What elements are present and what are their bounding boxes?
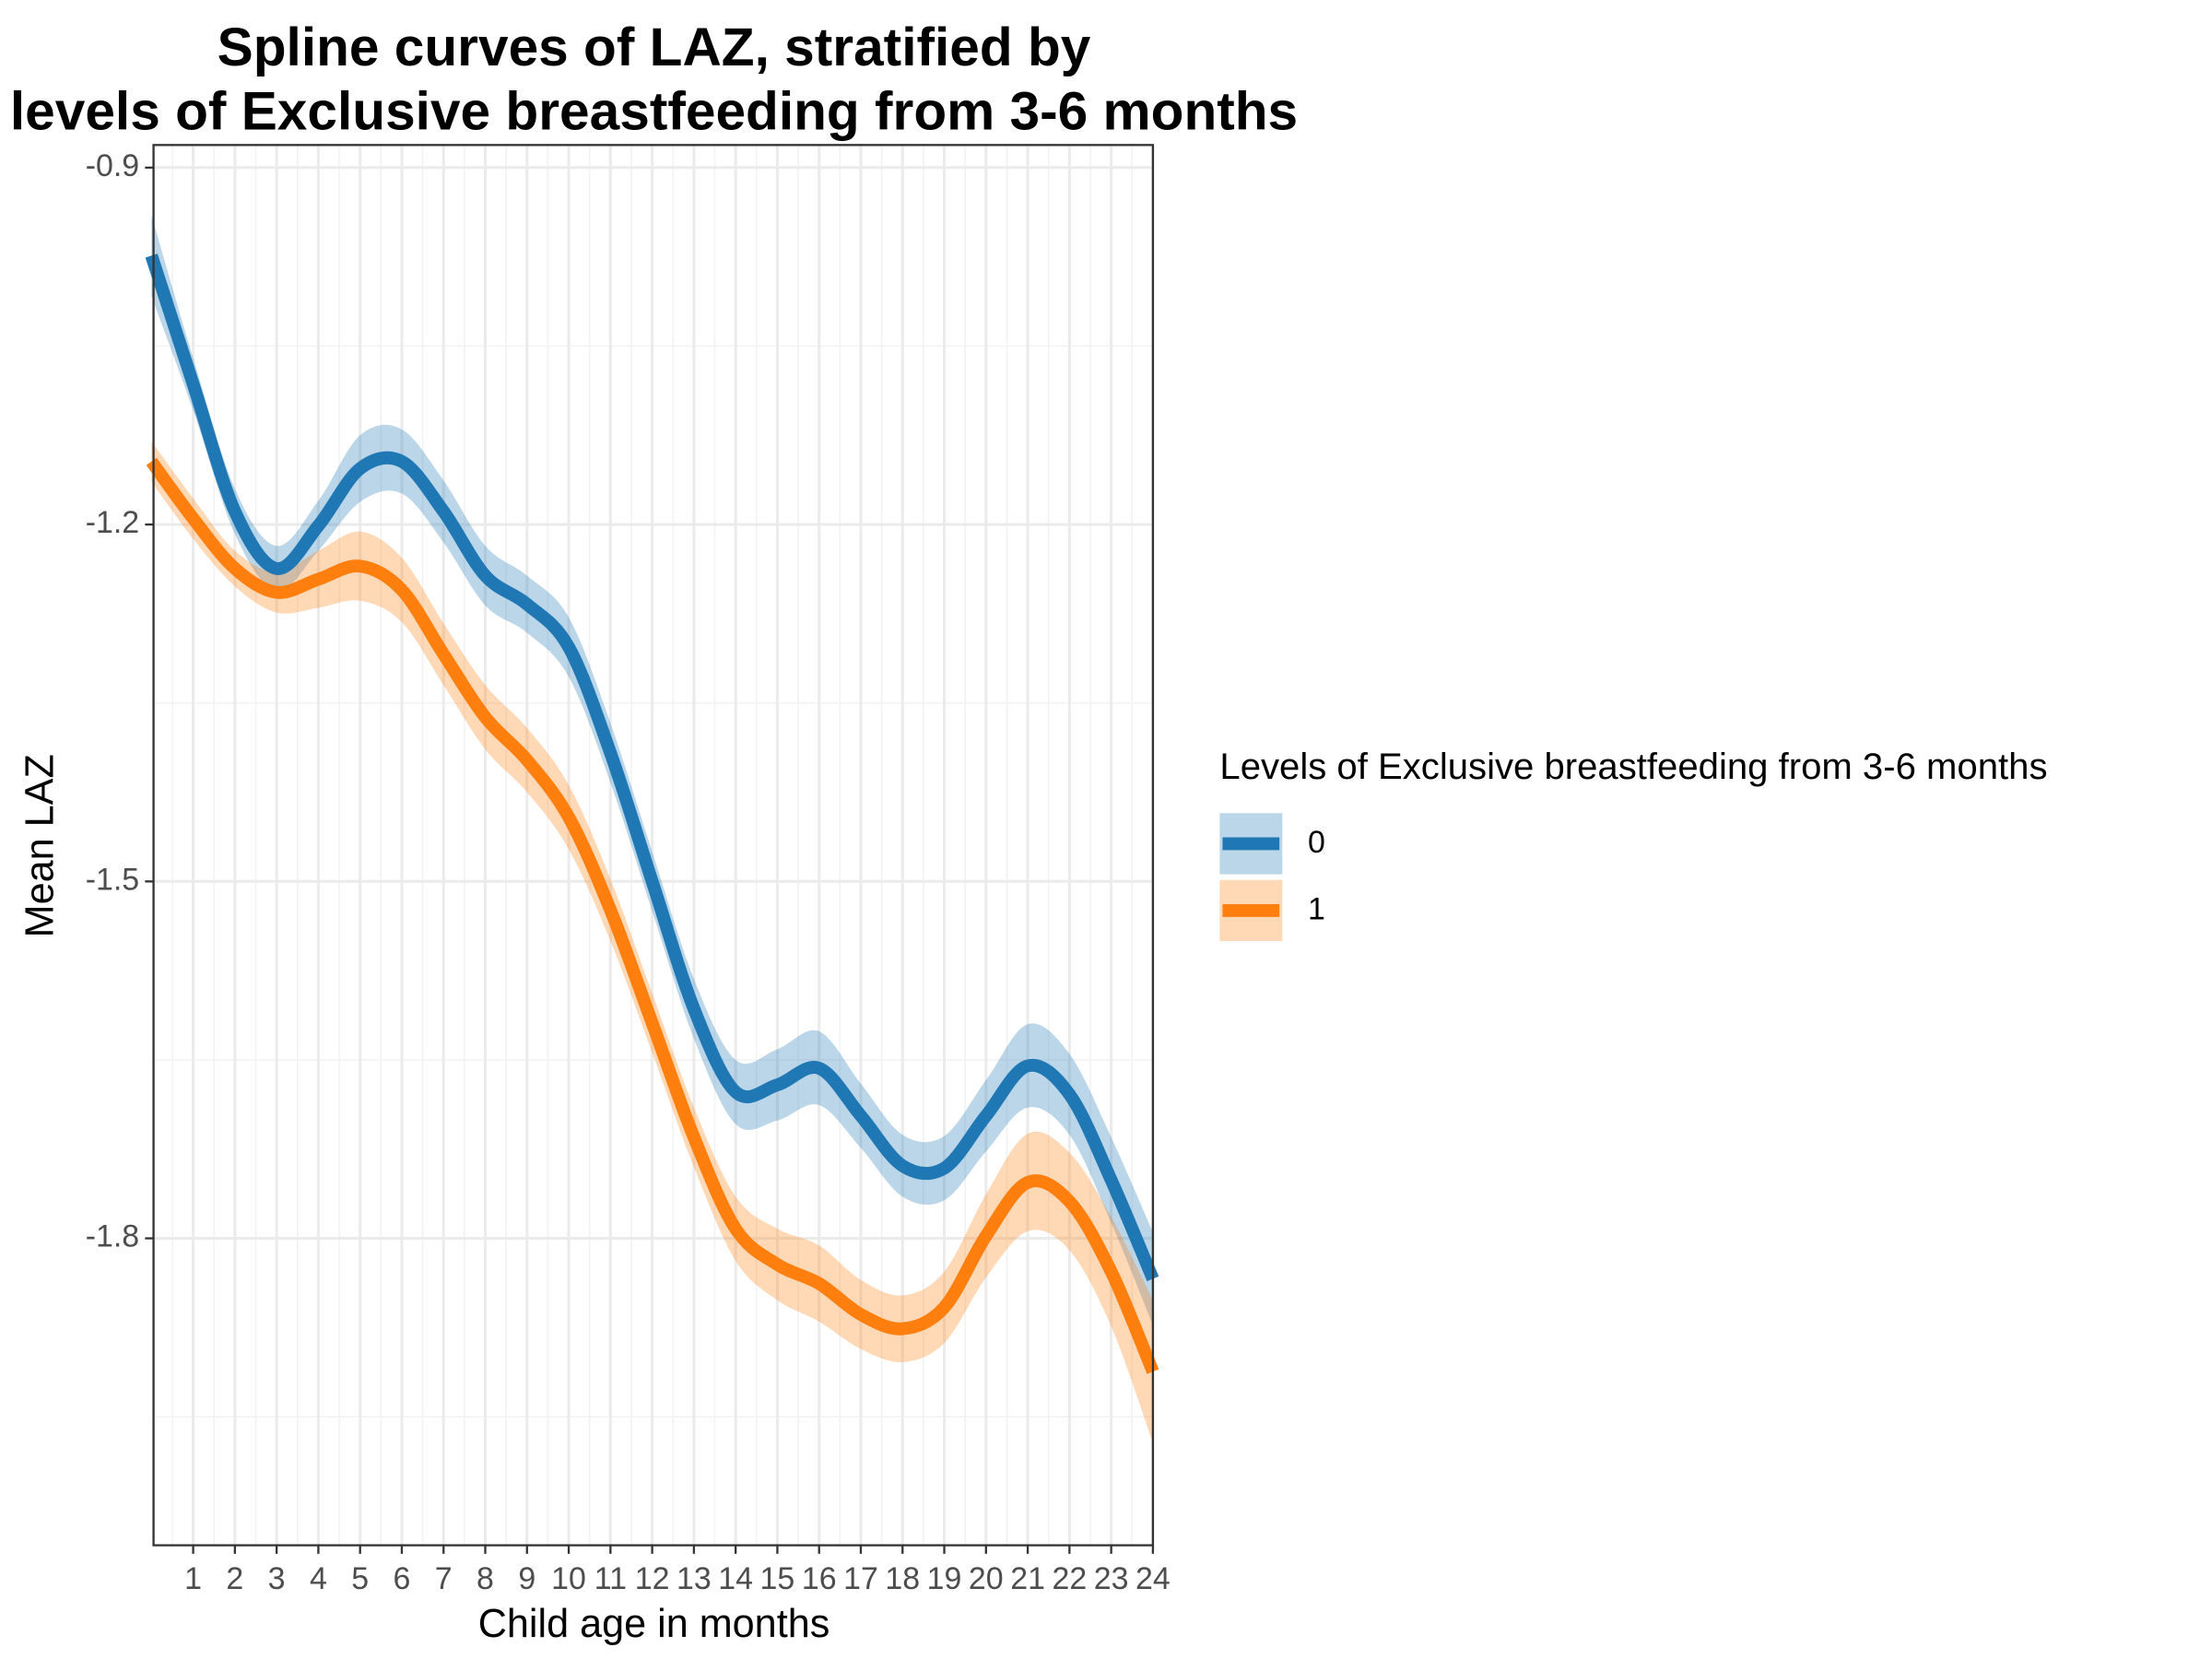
y-tick-label: -1.2 [86, 505, 139, 540]
y-axis-label: Mean LAZ [18, 754, 63, 937]
line [146, 457, 1159, 1374]
x-tick-label: 3 [268, 1561, 286, 1596]
x-tick-label: 17 [843, 1561, 878, 1596]
x-tick-label: 8 [477, 1561, 494, 1596]
x-tick-label: 16 [802, 1561, 837, 1596]
x-tick-label: 13 [677, 1561, 712, 1596]
x-tick-label: 24 [1135, 1561, 1171, 1596]
legend-title: Levels of Exclusive breastfeeding from 3… [1219, 747, 2047, 787]
x-tick-label: 6 [394, 1561, 411, 1596]
x-tick-label: 7 [435, 1561, 453, 1596]
x-axis-label: Child age in months [478, 1602, 830, 1646]
x-tick-label: 18 [885, 1561, 920, 1596]
x-tick-label: 15 [760, 1561, 795, 1596]
x-tick-label: 19 [927, 1561, 962, 1596]
x-tick-label: 10 [551, 1561, 586, 1596]
x-tick-label: 21 [1010, 1561, 1045, 1596]
x-tick-label: 9 [518, 1561, 535, 1596]
x-tick-label: 12 [635, 1561, 670, 1596]
x-tick-label: 4 [310, 1561, 327, 1596]
x-tick-label: 1 [184, 1561, 202, 1596]
x-tick-label: 22 [1052, 1561, 1087, 1596]
x-tick-label: 2 [226, 1561, 243, 1596]
x-tick-label: 5 [351, 1561, 369, 1596]
y-tick-label: -0.9 [86, 148, 139, 183]
x-tick-label: 20 [969, 1561, 1004, 1596]
legend-label: 0 [1308, 825, 1325, 860]
chart-title: Spline curves of LAZ, stratified by [218, 18, 1091, 77]
y-tick-label: -1.8 [86, 1219, 139, 1254]
y-tick-label: -1.5 [86, 862, 139, 897]
x-tick-label: 14 [718, 1561, 753, 1596]
confidence-band [151, 215, 1153, 1325]
x-tick-label: 11 [594, 1561, 627, 1596]
line [145, 253, 1159, 1282]
legend-label: 1 [1308, 892, 1325, 927]
plot-border [152, 144, 1155, 1547]
x-tick-label: 23 [1094, 1561, 1129, 1596]
chart-title: levels of Exclusive breastfeeding from 3… [10, 81, 1298, 141]
